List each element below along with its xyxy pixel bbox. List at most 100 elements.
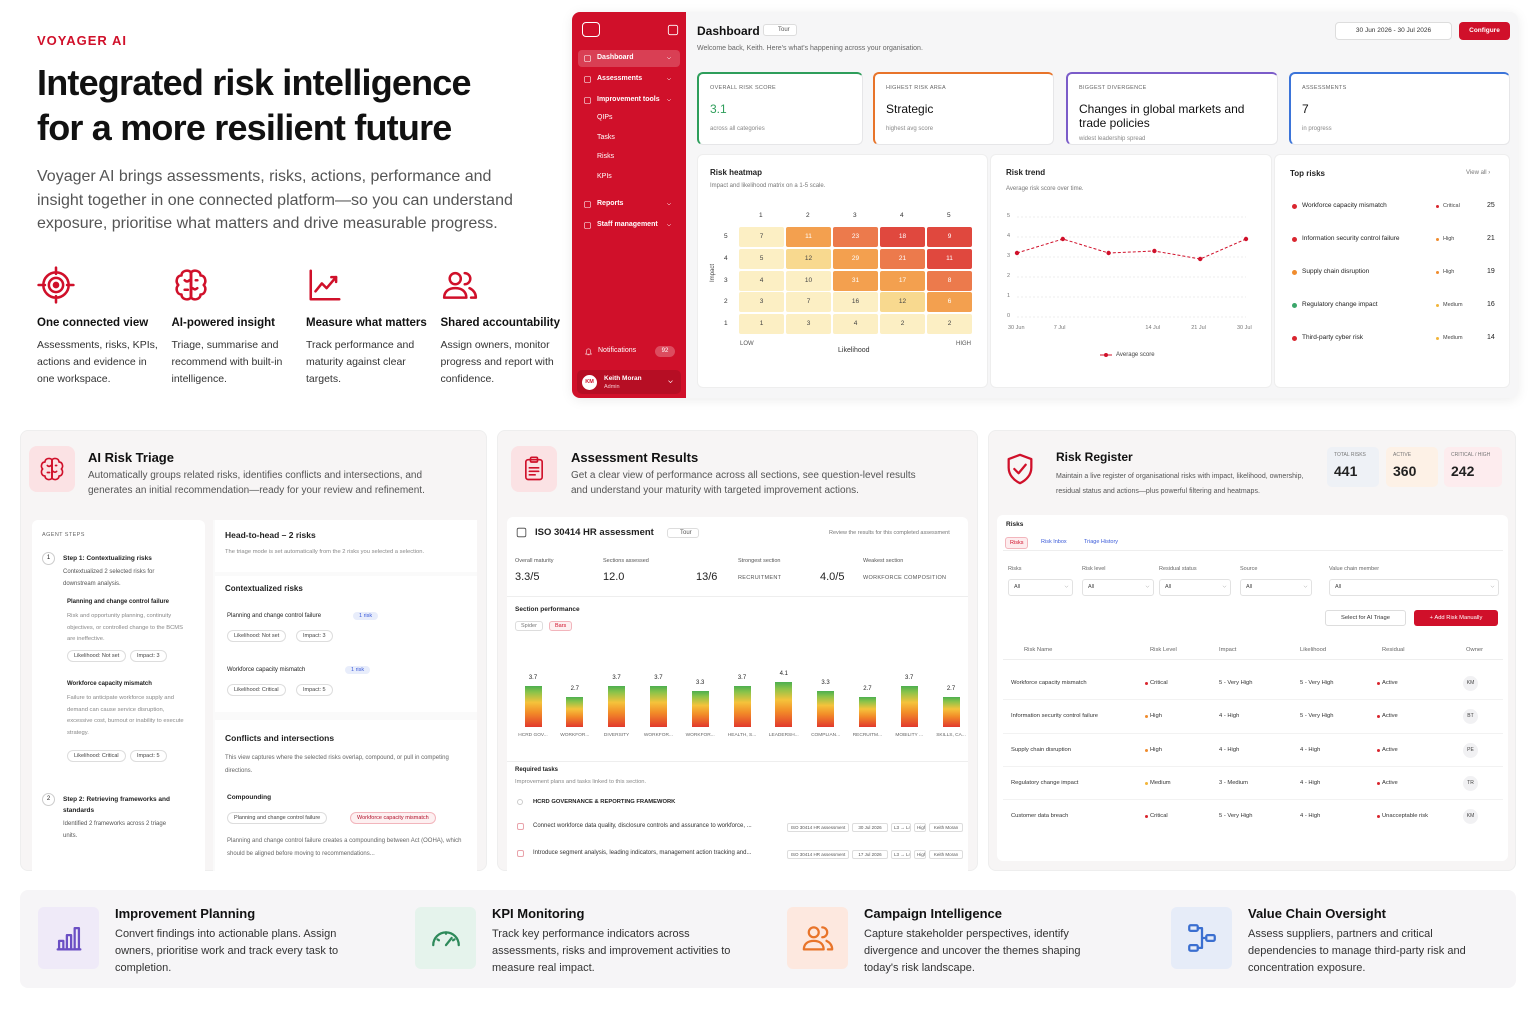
icon-shape (584, 97, 591, 104)
graphic (667, 57, 671, 60)
block-text: Planning and change control failure crea… (227, 838, 462, 857)
filter-select[interactable] (1159, 579, 1231, 596)
icon-shape (1188, 924, 1199, 933)
icon-shape (182, 271, 199, 299)
heatmap-cell (833, 271, 878, 291)
assessment-name: ISO 30414 HR assessment (535, 527, 654, 538)
x-tick-label: 30 Jun (1008, 325, 1025, 331)
hero-title: Integrated risk intelligence (37, 62, 472, 103)
section-description: Maintain a live register of organisation… (1056, 473, 1304, 495)
kpi-label: HIGHEST RISK AREA (886, 85, 947, 91)
top-risks-panel (1274, 154, 1510, 388)
heatmap-value: 3 (759, 298, 764, 305)
level-dot (1436, 205, 1439, 208)
radio (517, 799, 523, 805)
nav-item[interactable]: Dashboard (597, 54, 634, 61)
tab[interactable]: Spider (515, 621, 543, 631)
icon-shape (1145, 585, 1150, 588)
bar-value: 4.1 (779, 670, 788, 677)
stat-label: TOTAL RISKS (1334, 452, 1366, 458)
graphic (1064, 585, 1069, 588)
nav-notifications[interactable]: Notifications (598, 347, 637, 354)
level-dot (1145, 682, 1148, 685)
filter-select[interactable] (1008, 579, 1073, 596)
filter-value: All (1246, 584, 1253, 590)
view-all-link[interactable]: View all › (1466, 170, 1491, 176)
add-button[interactable]: + Add Risk Manually (1414, 610, 1498, 626)
bar-category: LEADERSH... (768, 733, 799, 738)
row-divider (1003, 732, 1503, 734)
level-dot (1145, 815, 1148, 819)
step-number: 2 (42, 793, 55, 806)
graphic (667, 224, 671, 227)
nav-item[interactable]: Reports (597, 200, 624, 207)
trend-point (1106, 250, 1111, 256)
section-title: Risk Register (1056, 450, 1133, 464)
feature-icon-tile (415, 907, 476, 969)
stat-value: 3.3/5 (515, 571, 540, 583)
assessment-note: Review the results for this completed as… (829, 530, 950, 536)
tour-chip[interactable]: Tour (763, 24, 797, 36)
panel-title: Top risks (1290, 169, 1325, 178)
nav-item[interactable]: Risks (597, 153, 615, 160)
nav-item[interactable]: Improvement tools (597, 96, 660, 103)
feature-text: Capture stakeholder perspectives, identi… (864, 928, 1081, 974)
risk-name: Information security control failure (1302, 235, 1400, 242)
icon-shape (667, 224, 671, 227)
task-chip: High (914, 823, 926, 832)
icon-shape (1222, 585, 1227, 588)
step-item-title: Planning and change control failure (67, 599, 170, 605)
nav-item[interactable]: QIPs (597, 114, 613, 121)
graphic (525, 456, 543, 481)
tour-chip[interactable]: Tour (667, 528, 699, 538)
filter-select[interactable] (1082, 579, 1154, 596)
heatmap-cell (880, 271, 925, 291)
table-cell: 4 - High (1300, 779, 1321, 786)
feature-text: Track performance and maturity against c… (306, 339, 415, 385)
trend-point (1152, 248, 1157, 254)
tab-active[interactable]: Bars (549, 621, 573, 631)
date-range[interactable]: 30 Jun 2026 - 30 Jul 2026 (1335, 22, 1452, 40)
stat-label: Weakest section (863, 558, 904, 564)
divider (507, 596, 968, 597)
configure-button[interactable]: Configure (1459, 22, 1510, 40)
risk-score: 19 (1487, 268, 1495, 275)
trend-point (1014, 250, 1020, 256)
block-title: Contextualized risks (225, 584, 303, 593)
heatmap-value: 10 (804, 277, 813, 284)
checkbox[interactable] (517, 823, 524, 830)
graphic (802, 926, 834, 951)
table-cell: 5 - Very High (1219, 813, 1253, 820)
column-header: Impact (1219, 647, 1237, 653)
row-label: 4 (724, 255, 728, 262)
task-chip: L3 → L4 (891, 823, 911, 832)
filter-select[interactable] (1240, 579, 1312, 596)
tab[interactable]: Triage History (1084, 539, 1119, 545)
section-title: Assessment Results (571, 450, 699, 465)
filter-select[interactable] (1329, 579, 1499, 596)
nav-item[interactable]: Staff management (597, 221, 658, 228)
checkbox[interactable] (517, 850, 524, 857)
heatmap-value: 4 (853, 320, 858, 327)
kpi-sub: widest leadership spread (1079, 136, 1146, 142)
risk-score: 14 (1487, 334, 1495, 341)
tab[interactable]: Risk Inbox (1041, 539, 1067, 545)
icon-shape (330, 275, 338, 284)
heatmap-cell (880, 314, 925, 334)
graphic (667, 99, 671, 102)
nav-item[interactable]: Assessments (597, 75, 643, 82)
count-chip: 1 risk (353, 612, 379, 620)
select-button[interactable]: Select for AI Triage (1325, 610, 1406, 626)
kpi-sub: in progress (1302, 126, 1332, 132)
bar (733, 686, 751, 727)
nav-item[interactable]: KPIs (597, 173, 612, 180)
trend-point (1060, 236, 1065, 242)
bar-value: 3.7 (905, 675, 914, 682)
step-title: Step 1: Contextualizing risks (63, 555, 152, 562)
bar (524, 686, 542, 727)
nav-item[interactable]: Tasks (597, 134, 615, 141)
tab[interactable]: Risks (1005, 537, 1029, 549)
row-divider (1003, 765, 1503, 767)
table-cell: Regulatory change impact (1011, 779, 1079, 786)
heatmap-cell (739, 314, 784, 334)
